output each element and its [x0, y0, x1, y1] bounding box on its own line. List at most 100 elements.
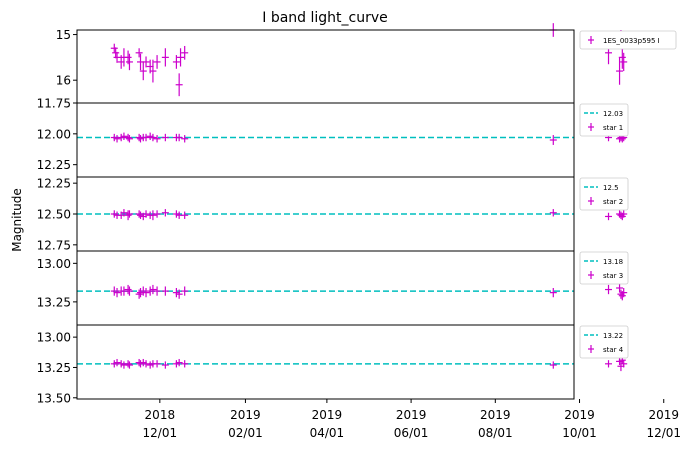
data-point [110, 43, 118, 53]
y-tick-label: 16 [56, 74, 71, 88]
legend-series-label: 1ES_0033p595 I [603, 37, 660, 45]
y-tick-label: 12.25 [37, 158, 71, 172]
data-point [161, 133, 169, 142]
panel-star-3: 13.00 13.25 [37, 250, 628, 326]
data-point [549, 288, 557, 298]
panel-star-2: 12.25 12.50 12.75 [37, 176, 628, 252]
x-tick-label: 02/01 [228, 426, 263, 440]
y-tick-label: 15 [56, 28, 71, 42]
data-point [113, 358, 121, 367]
data-point [161, 209, 169, 217]
data-point [605, 360, 613, 368]
x-tick-label: 10/01 [562, 426, 597, 440]
data-point [120, 132, 128, 140]
y-tick-label: 11.75 [37, 97, 71, 111]
panels: 151611.7512.0012.2512.2512.5012.7513.001… [37, 23, 628, 405]
x-tick-label: 2019 [480, 408, 511, 422]
legend-series-label: star 1 [603, 124, 623, 132]
legend-star-4: 13.22 star 4 [579, 325, 629, 359]
data-point [120, 209, 128, 217]
data-point [181, 211, 189, 219]
panel-star-4: 13.00 13.25 13.50 [37, 324, 628, 405]
data-point [125, 210, 133, 218]
data-point [153, 286, 161, 296]
x-tick-label: 04/01 [310, 426, 345, 440]
data-point [124, 133, 132, 142]
legend-series-label: star 2 [603, 198, 623, 206]
x-tick-label: 12/01 [646, 426, 681, 440]
y-tick-label: 12.75 [37, 238, 71, 252]
legend-box [579, 325, 629, 359]
data-point [605, 212, 613, 221]
y-tick-label: 12.25 [37, 177, 71, 191]
data-point [549, 135, 557, 145]
data-point [175, 289, 183, 299]
y-tick-label: 13.00 [37, 331, 71, 345]
data-point [113, 288, 121, 298]
data-point [618, 45, 626, 69]
data-point [149, 59, 157, 83]
data-point [149, 284, 157, 295]
y-tick-label: 13.50 [37, 391, 71, 405]
legend-star-3: 13.18 star 3 [579, 251, 629, 285]
legend-star-2: 12.5 star 2 [579, 177, 629, 211]
legend-ref-label: 13.22 [603, 332, 623, 340]
data-point [616, 57, 624, 85]
data-point [113, 135, 121, 143]
data-point [125, 135, 133, 143]
x-tick-label: 2019 [230, 408, 261, 422]
data-point [113, 51, 121, 63]
x-tick-label: 2019 [312, 408, 343, 422]
data-point [161, 361, 169, 369]
data-point [549, 361, 557, 369]
data-point [139, 61, 147, 81]
data-point [142, 133, 150, 142]
data-point [161, 286, 169, 296]
data-point [620, 210, 628, 218]
x-tick-label: 2019 [396, 408, 427, 422]
panel-frame [76, 324, 575, 400]
data-point [616, 283, 624, 293]
data-point [153, 210, 161, 218]
data-point [175, 73, 183, 97]
data-point [620, 52, 628, 72]
data-point [112, 47, 120, 59]
data-point [153, 135, 161, 143]
x-axis: 2018 12/01 2019 02/01 2019 04/01 2019 06/01 2019… [143, 399, 681, 440]
data-point [125, 286, 133, 296]
data-point [175, 358, 183, 367]
legend-star-1: 12.03 star 1 [579, 103, 629, 137]
data-point [135, 210, 143, 218]
data-point [142, 288, 150, 298]
x-tick-label: 2019 [648, 408, 679, 422]
legend-box [579, 177, 629, 211]
data-point [135, 289, 143, 299]
legend-box [579, 103, 629, 137]
legends: 1ES_0033p595 I 12.03 star 1 12.5 star 2 13.18… [579, 30, 677, 359]
data-point [620, 288, 628, 298]
data-point [181, 286, 189, 296]
legend-box [579, 251, 629, 285]
data-point [149, 210, 157, 221]
data-point [142, 56, 150, 68]
data-point [177, 48, 185, 67]
y-tick-label: 13.25 [37, 295, 71, 309]
legend-1es_0033p595-i: 1ES_0033p595 I [579, 30, 677, 50]
legend-box [579, 30, 677, 50]
y-tick-label: 12.00 [37, 127, 71, 141]
y-tick-label: 13.25 [37, 361, 71, 375]
y-axis-label: Magnitude [10, 188, 24, 252]
data-point [175, 133, 183, 142]
data-point [181, 360, 189, 368]
x-tick-label: 06/01 [394, 426, 429, 440]
data-point [153, 55, 161, 69]
data-point [125, 53, 133, 71]
data-point [153, 360, 161, 368]
x-tick-label: 2018 [145, 408, 176, 422]
data-point [124, 284, 132, 295]
data-point [181, 45, 189, 60]
panel-frame [76, 250, 575, 326]
data-point [149, 133, 157, 142]
data-point [124, 210, 132, 221]
